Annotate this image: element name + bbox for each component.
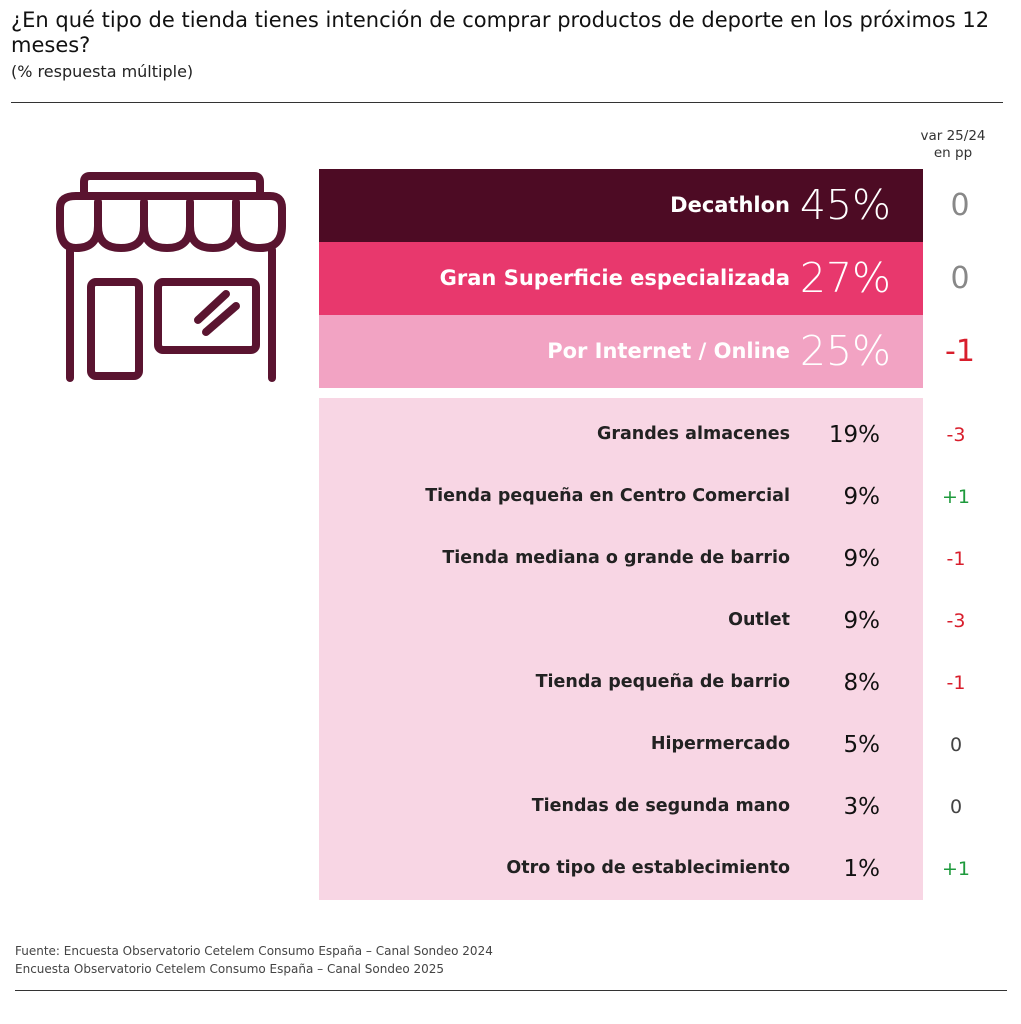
row-value: 9% (843, 546, 881, 572)
row-variation: 0 (950, 188, 970, 223)
store-icon (56, 172, 286, 382)
row-label: Tienda pequeña de barrio (535, 672, 790, 692)
row-value: 45% (799, 181, 891, 229)
row-label: Grandes almacenes (596, 424, 790, 444)
lower-panel (319, 398, 923, 900)
highlight-row: Gran Superficie especializada 27% (319, 242, 923, 315)
footer-source-2: Encuesta Observatorio Cetelem Consumo Es… (15, 962, 445, 976)
row-label: Outlet (728, 610, 790, 630)
row-variation: -1 (946, 672, 966, 694)
row-variation: -3 (946, 424, 966, 446)
header-divider (11, 102, 1003, 103)
row-variation: -3 (946, 610, 966, 632)
variation-header: var 25/24 en pp (908, 128, 998, 162)
row-label: Otro tipo de establecimiento (506, 858, 790, 878)
row-label: Tiendas de segunda mano (531, 796, 790, 816)
row-value: 27% (799, 254, 891, 302)
row-variation: +1 (941, 858, 970, 880)
row-label: Decathlon (670, 193, 790, 217)
row-variation: -1 (945, 334, 975, 369)
row-value: 5% (843, 732, 881, 758)
row-variation: -1 (946, 548, 966, 570)
row-value: 3% (843, 794, 881, 820)
row-value: 19% (828, 422, 880, 448)
row-value: 9% (843, 608, 881, 634)
row-label: Tienda mediana o grande de barrio (442, 548, 790, 568)
row-label: Gran Superficie especializada (439, 266, 790, 290)
row-value: 9% (843, 484, 881, 510)
row-variation: +1 (941, 486, 970, 508)
highlight-row: Decathlon 45% (319, 169, 923, 242)
chart-title: ¿En qué tipo de tienda tienes intención … (11, 8, 990, 57)
row-label: Por Internet / Online (547, 339, 790, 363)
footer-source-1: Fuente: Encuesta Observatorio Cetelem Co… (15, 944, 493, 958)
row-label: Tienda pequeña en Centro Comercial (425, 486, 790, 506)
row-value: 8% (843, 670, 881, 696)
highlight-row: Por Internet / Online 25% (319, 315, 923, 388)
row-variation: 0 (949, 796, 963, 818)
row-value: 1% (843, 856, 881, 882)
chart-subtitle: (% respuesta múltiple) (11, 62, 194, 81)
row-label: Hipermercado (650, 734, 790, 754)
variation-header-line1: var 25/24 (920, 128, 986, 144)
footer-divider (15, 990, 1007, 991)
row-variation: 0 (950, 261, 970, 296)
variation-header-line2: en pp (933, 145, 973, 161)
row-variation: 0 (949, 734, 963, 756)
row-value: 25% (799, 327, 891, 375)
